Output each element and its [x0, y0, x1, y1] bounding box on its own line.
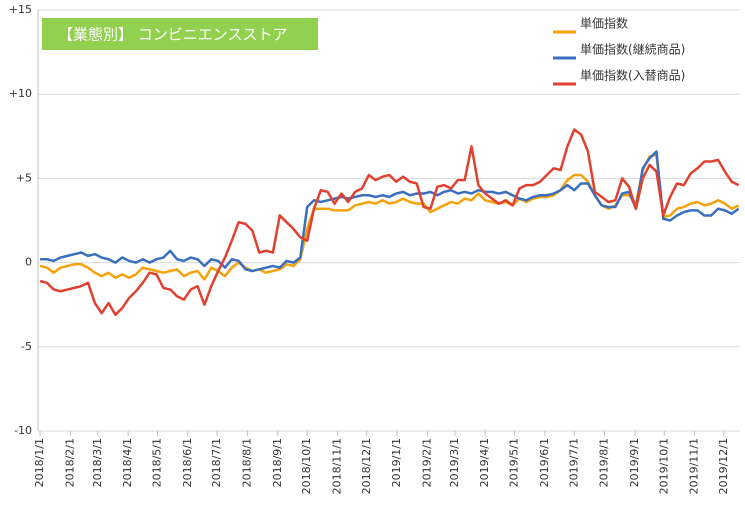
- x-tick-label: 2018/5/1: [150, 438, 163, 487]
- x-tick-label: 2019/1/1: [390, 438, 403, 487]
- x-tick-label: 2019/2/1: [420, 438, 433, 487]
- chart-title: 【業態別】 コンビニエンスストア: [58, 26, 287, 44]
- x-tick-label: 2018/7/1: [210, 438, 223, 487]
- x-tick-label: 2018/4/1: [121, 438, 134, 487]
- x-tick-label: 2019/6/1: [538, 438, 551, 487]
- x-tick-label: 2018/8/1: [241, 438, 254, 487]
- x-tick-label: 2019/11/1: [688, 438, 701, 494]
- x-tick-label: 2019/8/1: [598, 438, 611, 487]
- x-tick-label: 2018/12/1: [360, 438, 373, 494]
- title-box: [42, 18, 318, 50]
- x-tick-label: 2019/3/1: [448, 438, 461, 487]
- x-tick-label: 2019/5/1: [508, 438, 521, 487]
- y-tick-label: +10: [9, 87, 32, 100]
- series-line: [39, 128, 740, 317]
- legend-label: 単価指数: [580, 16, 628, 31]
- y-tick-label: +15: [9, 3, 32, 16]
- x-tick-label: 2019/10/1: [657, 438, 670, 494]
- y-tick-label: 0: [25, 256, 32, 269]
- x-tick-label: 2018/11/1: [330, 438, 343, 494]
- x-tick-label: 2018/6/1: [181, 438, 194, 487]
- x-tick-label: 2019/4/1: [478, 438, 491, 487]
- y-tick-label: -10: [14, 424, 32, 437]
- y-tick-label: +5: [16, 171, 32, 184]
- legend-label: 単価指数(入替商品): [580, 68, 685, 83]
- legend-label: 単価指数(継続商品): [580, 42, 685, 57]
- x-tick-label: 2018/2/1: [63, 438, 76, 487]
- x-tick-label: 2018/10/1: [300, 438, 313, 494]
- x-tick-label: 2018/3/1: [91, 438, 104, 487]
- series-line: [40, 150, 740, 273]
- x-tick-label: 2019/7/1: [567, 438, 580, 487]
- y-tick-label: -5: [21, 340, 32, 353]
- x-tick-label: 2018/9/1: [271, 438, 284, 487]
- x-tick-label: 2019/12/1: [717, 438, 730, 494]
- x-tick-label: 2018/1/1: [33, 438, 46, 487]
- x-tick-label: 2019/9/1: [628, 438, 641, 487]
